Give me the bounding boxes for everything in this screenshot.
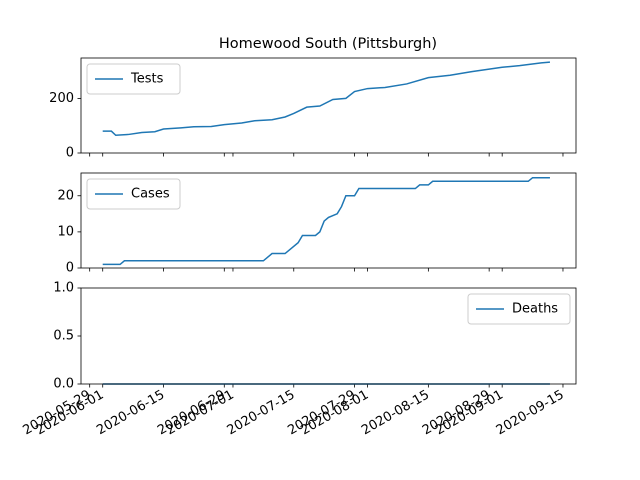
data-line xyxy=(102,61,551,137)
legend-box xyxy=(86,63,181,95)
axes-frame xyxy=(80,287,577,385)
y-tick-label: 20 xyxy=(57,188,74,203)
y-tick-label: 10 xyxy=(57,224,74,239)
y-tick-label: 0.5 xyxy=(53,329,74,344)
legend-label: Cases xyxy=(131,187,170,202)
axes-frame xyxy=(80,57,577,154)
y-tick-label: 1.0 xyxy=(53,281,74,296)
y-tick-label: 0 xyxy=(66,146,74,161)
axes-frame xyxy=(80,172,577,269)
legend-box xyxy=(86,178,181,210)
y-tick-label: 200 xyxy=(49,91,74,106)
y-tick-label: 0.0 xyxy=(53,377,74,392)
legend-label: Deaths xyxy=(512,302,558,317)
y-tick-label: 0 xyxy=(66,261,74,276)
chart-title: Homewood South (Pittsburgh) xyxy=(219,36,437,52)
legend-box xyxy=(467,293,571,325)
data-line xyxy=(102,176,550,266)
legend-label: Tests xyxy=(130,72,164,87)
